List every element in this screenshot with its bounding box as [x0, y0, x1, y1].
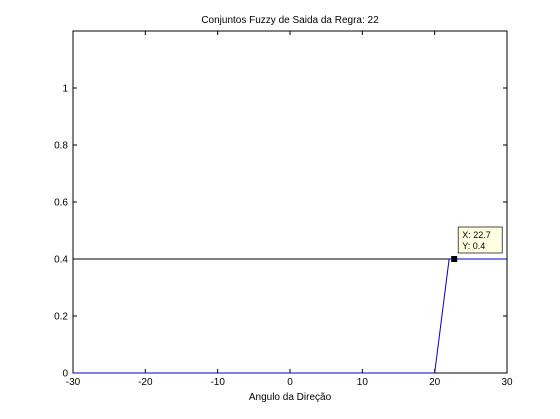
y-tick-label: 0.2 — [54, 312, 68, 323]
x-tick-label: -20 — [138, 377, 153, 388]
data-tip-x-text: X: 22.7 — [462, 230, 491, 240]
data-tip-marker[interactable] — [451, 256, 458, 262]
data-tip-box — [457, 226, 503, 254]
x-tick-label: 0 — [287, 377, 293, 388]
data-tip-y-text: Y: 0.4 — [462, 241, 485, 251]
x-tick-label: 30 — [501, 377, 513, 388]
x-axis-label: Angulo da Direção — [249, 392, 332, 403]
y-tick-label: 0.8 — [54, 141, 68, 152]
y-tick-label: 0.4 — [54, 255, 68, 266]
x-tick-label: -10 — [210, 377, 225, 388]
data-tip[interactable]: X: 22.7 Y: 0.4 — [451, 226, 503, 262]
y-tick-label: 1 — [62, 84, 68, 95]
x-tick-label: 10 — [357, 377, 369, 388]
y-tick-label: 0.6 — [54, 198, 68, 209]
series-line — [73, 258, 507, 374]
y-tick-label: 0 — [62, 369, 68, 380]
x-tick-label: 20 — [429, 377, 441, 388]
plot-area — [72, 30, 508, 374]
x-tick-label: -30 — [66, 377, 81, 388]
chart-title: Conjuntos Fuzzy de Saida da Regra: 22 — [201, 15, 379, 26]
